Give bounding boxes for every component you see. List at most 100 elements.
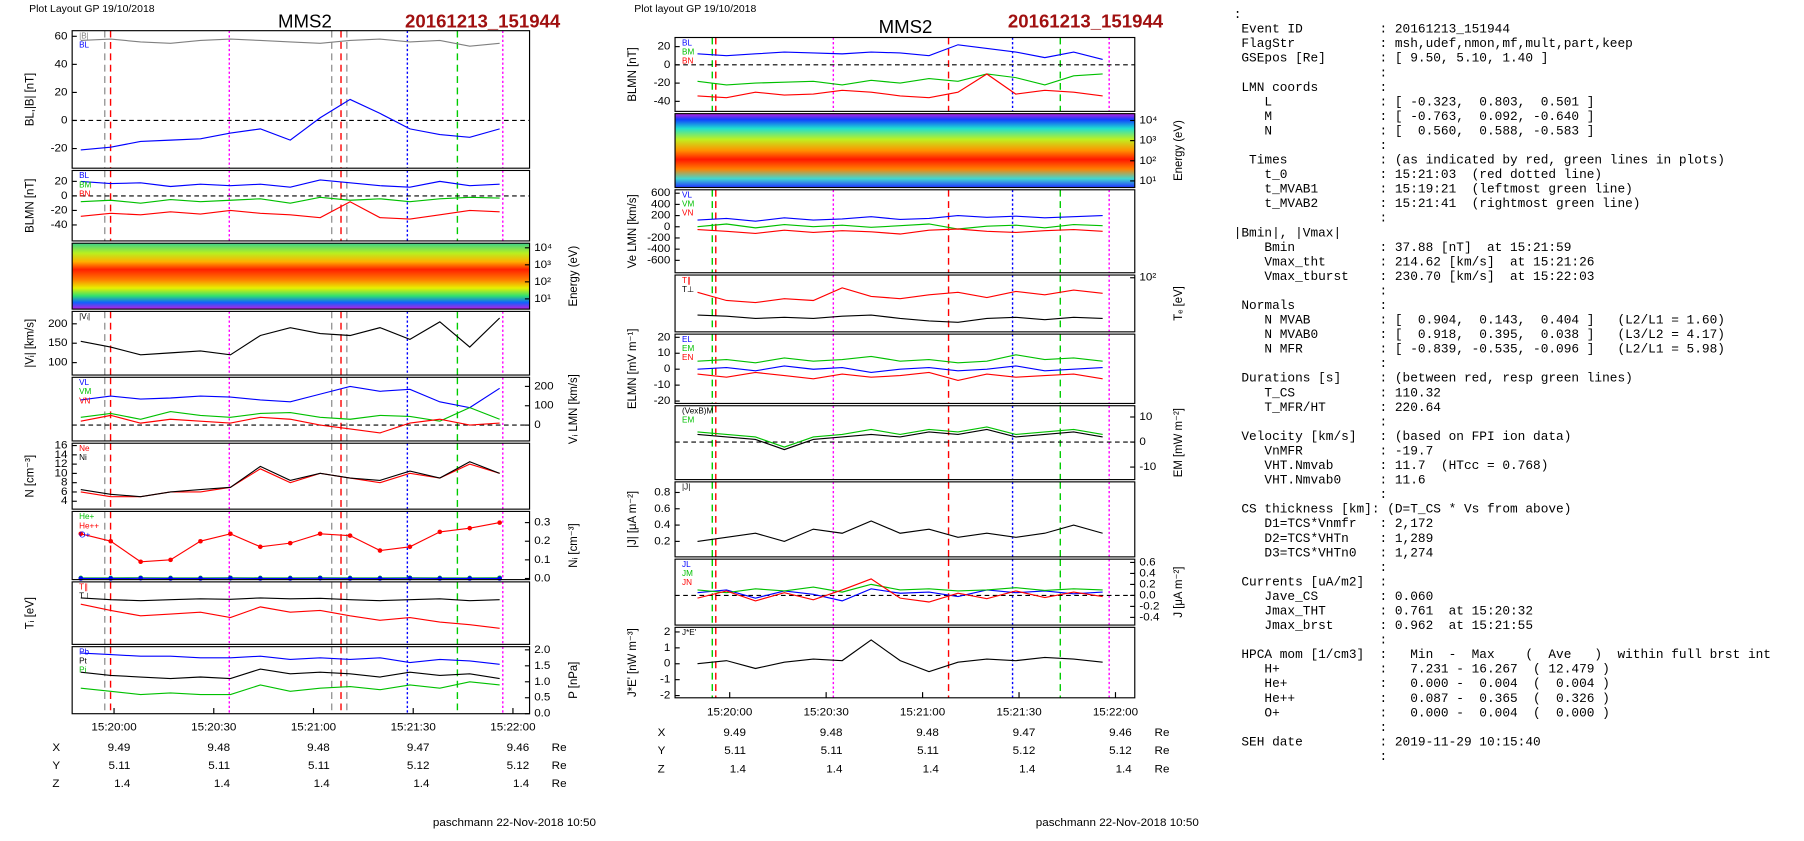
legend-entry: VM [682, 200, 695, 209]
x-tick-label: 15:21:30 [391, 721, 436, 733]
legend-entry: He+ [79, 512, 94, 521]
panel-frame [674, 558, 1136, 626]
info-line: : [1234, 749, 1388, 764]
legend-entry: |B| [79, 32, 89, 41]
info-line: SEH date : 2019-11-29 10:15:40 [1234, 735, 1541, 750]
orbit-value: 5.12 [1013, 745, 1036, 757]
info-line: : [1234, 720, 1388, 735]
y-tick-label: 10⁴ [1139, 115, 1157, 127]
panel-frame [71, 442, 531, 510]
legend-entry: Pi [79, 666, 86, 675]
x-tick-label: 15:20:30 [803, 707, 848, 719]
y-tick-label: -10 [1139, 461, 1156, 473]
y-tick-label: -20 [51, 205, 68, 217]
series-line [80, 597, 500, 602]
orbit-value: 1.4 [826, 764, 843, 776]
series-line [697, 583, 1103, 594]
info-line: Vmax_tht : 214.62 [km/s] at 15:21:26 [1234, 255, 1595, 270]
orbit-unit: Re [1155, 745, 1170, 757]
y-tick-label: 0.1 [534, 554, 550, 566]
y-tick-label: -20 [654, 395, 671, 407]
y-tick-label: 0 [1139, 436, 1145, 448]
legend-entry: EM [682, 416, 695, 425]
info-line: Event ID : 20161213_151944 [1234, 22, 1510, 37]
y-tick-label: 10 [1139, 411, 1152, 423]
plot-title: MMS2 [879, 16, 933, 37]
y-tick-label: 12 [55, 458, 68, 470]
info-line: T_CS : 110.32 [1234, 385, 1441, 400]
series-line [80, 38, 500, 47]
y-tick-label: 0.2 [534, 535, 550, 547]
orbit-value: 9.46 [1109, 727, 1132, 739]
panel-frame [71, 510, 531, 581]
series-line [80, 385, 500, 409]
series-line [697, 365, 1103, 374]
y-axis-label: BLMN [nT] [24, 179, 36, 233]
orbit-unit: Re [552, 742, 567, 754]
legend-entry: O+ [79, 530, 90, 539]
data-point [257, 544, 263, 550]
info-line: O+ : 0.000 - 0.004 ( 0.000 ) [1234, 705, 1610, 720]
series-line [80, 98, 500, 151]
x-tick-label: 15:21:00 [291, 721, 336, 733]
orbit-value: 1.4 [314, 778, 331, 790]
event-id: 20161213_151944 [405, 11, 561, 32]
orbit-value: 5.11 [109, 760, 131, 772]
info-line: Velocity [km/s] : (based on FPI ion data… [1234, 429, 1572, 444]
info-line: t_MVAB2 : 15:21:41 (rightmost green line… [1234, 196, 1641, 211]
legend-entry: BN [682, 57, 694, 66]
y-tick-label: 2 [664, 626, 670, 638]
data-point [377, 548, 383, 553]
orbit-value: 5.12 [407, 760, 430, 772]
legend-entry: J*E' [682, 628, 697, 637]
orbit-value: 5.11 [208, 760, 230, 772]
orbit-value: 5.11 [821, 745, 843, 757]
info-line: : [1234, 138, 1388, 153]
orbit-value: 9.48 [207, 742, 230, 754]
legend-entry: Pt [79, 657, 87, 666]
y-tick-label: 150 [48, 337, 67, 349]
panel-frame [71, 169, 531, 242]
y-axis-label: Tᵢ [eV] [24, 597, 36, 629]
orbit-value: 9.49 [108, 742, 131, 754]
y-tick-label: 0 [664, 59, 670, 71]
series-line [80, 407, 500, 422]
series-line [697, 426, 1103, 448]
y-tick-label: 0 [61, 115, 67, 127]
info-line: Currents [uA/m2] : [1234, 575, 1388, 590]
legend-entry: |Vᵢ| [79, 312, 90, 321]
spectrogram [675, 113, 1135, 188]
legend-entry: VL [682, 191, 692, 200]
plot-title: MMS2 [278, 11, 332, 32]
info-line: HPCA mom [1/cm3] : Min - Max ( Ave ) wit… [1234, 647, 1771, 662]
y-axis-label: |Vᵢ| [km/s] [24, 319, 36, 368]
y-axis-label: ELMN [mV m⁻¹] [627, 329, 639, 409]
info-line: : [1234, 211, 1388, 226]
info-line: D3=TCS*VHTn0 : 1,274 [1234, 545, 1434, 560]
y-axis-label: Energy (eV) [1173, 120, 1185, 181]
panel-frame [71, 581, 531, 645]
y-tick-label: 8 [61, 477, 67, 489]
y-tick-label: 10² [1139, 155, 1156, 167]
info-line: Jave_CS : 0.060 [1234, 589, 1434, 604]
y-tick-label: 1.0 [534, 676, 550, 688]
info-line: Jmax_THT : 0.761 at 15:20:32 [1234, 604, 1533, 619]
legend-entry: T∥ [682, 276, 691, 285]
legend-entry: BL [682, 38, 692, 47]
info-line: t_MVAB1 : 15:19:21 (leftmost green line) [1234, 182, 1633, 197]
panel-frame [71, 310, 531, 376]
y-tick-label: 0 [664, 658, 670, 670]
info-line: LMN coords : [1234, 80, 1388, 95]
orbit-unit: Re [552, 760, 567, 772]
data-point [407, 544, 413, 550]
x-tick-label: 15:21:00 [900, 707, 945, 719]
orbit-value: 9.47 [1013, 727, 1036, 739]
series-line [697, 520, 1103, 543]
info-line: Durations [s] : (between red, resp green… [1234, 371, 1633, 386]
panel-frame [674, 626, 1136, 699]
orbit-value: 9.49 [723, 727, 746, 739]
y-axis-label: EM [mW m⁻²] [1173, 408, 1185, 477]
data-point [467, 525, 473, 531]
info-line: Vmax_tburst : 230.70 [km/s] at 15:22:03 [1234, 269, 1595, 284]
